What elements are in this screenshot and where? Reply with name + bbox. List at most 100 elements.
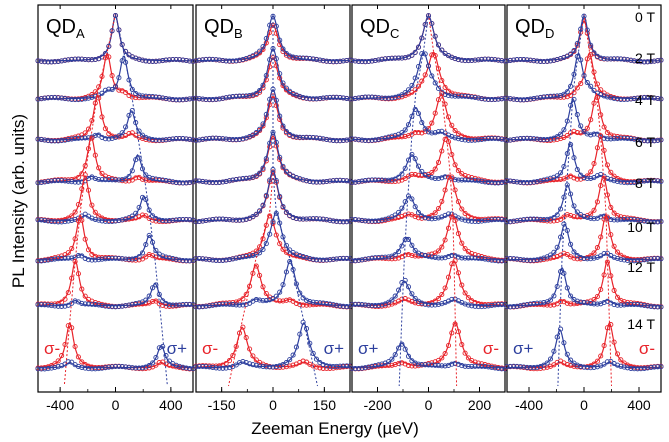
sigma-plus-point	[645, 256, 651, 262]
sigma-minus-point	[614, 294, 621, 300]
sigma-plus-point	[574, 298, 580, 304]
sigma-plus-point	[469, 57, 475, 64]
sigma-plus-point	[173, 302, 179, 308]
sigma-plus-point	[507, 178, 513, 184]
sigma-plus-point	[504, 137, 510, 144]
sigma-plus-point	[233, 255, 239, 261]
sigma-minus-point	[143, 254, 149, 260]
sigma-minus-point	[598, 183, 604, 189]
sigma-plus-point	[618, 135, 624, 141]
sigma-minus-point	[594, 293, 600, 300]
sigma-plus-point	[655, 95, 661, 102]
sigma-plus-point	[608, 136, 614, 142]
sigma-plus-point	[534, 178, 540, 185]
sigma-plus-point	[349, 57, 355, 64]
sigma-plus-point	[621, 364, 627, 370]
sigma-minus-point	[598, 234, 604, 240]
sigma-plus-point	[359, 365, 365, 371]
sigma-plus-point	[42, 179, 48, 185]
sigma-plus-point	[578, 254, 584, 261]
sigma-plus-point	[69, 359, 75, 365]
sigma-plus-point	[648, 303, 654, 309]
sigma-plus-point	[65, 255, 71, 261]
sigma-minus-point	[382, 303, 388, 309]
sigma-plus-point	[160, 343, 166, 350]
sigma-minus-fit-4T	[352, 94, 505, 141]
sigma-plus-point	[156, 58, 162, 64]
sigma-minus-point	[146, 365, 152, 371]
sigma-minus-point	[564, 251, 570, 258]
sigma-plus-point	[55, 364, 61, 370]
sigma-plus-point	[628, 180, 634, 186]
sigma-plus-point	[558, 131, 564, 137]
sigma-plus-point	[584, 256, 590, 262]
sigma-plus-point	[126, 112, 132, 118]
sigma-plus-point	[641, 365, 647, 371]
sigma-minus-point	[79, 359, 85, 365]
sigma-plus-point	[648, 95, 654, 101]
sigma-plus-point	[109, 218, 115, 224]
sigma-plus-point	[405, 87, 412, 93]
sigma-plus-point	[92, 366, 98, 372]
sigma-plus-point	[65, 137, 71, 143]
sigma-minus-point	[106, 54, 112, 60]
sigma-plus-point	[588, 365, 594, 371]
sigma-minus-point	[455, 231, 461, 237]
sigma-plus-point	[511, 136, 517, 143]
sigma-plus-point	[223, 257, 229, 263]
sigma-minus-point	[608, 273, 614, 279]
sigma-plus-point	[317, 300, 323, 306]
sigma-plus-point	[527, 179, 533, 186]
sigma-plus-point	[160, 137, 166, 143]
sigma-plus-point	[136, 155, 142, 161]
sigma-plus-point	[190, 179, 196, 185]
sigma-plus-point	[92, 132, 98, 138]
sigma-minus-point	[598, 286, 604, 293]
sigma-plus-point	[150, 360, 156, 366]
sigma-plus-point	[42, 366, 48, 372]
sigma-minus-point	[277, 241, 283, 247]
sigma-plus-point	[166, 136, 172, 142]
sigma-minus-point	[551, 137, 557, 143]
sigma-plus-point	[196, 218, 202, 225]
x-tick-label: 0	[269, 397, 277, 413]
sigma-minus-point	[608, 232, 614, 238]
sigma-plus-point	[601, 93, 607, 99]
sigma-plus-point	[210, 56, 216, 62]
sigma-plus-point	[568, 142, 574, 148]
sigma-plus-point	[340, 363, 346, 369]
sigma-minus-point	[611, 243, 617, 249]
sigma-plus-point	[106, 255, 112, 261]
sigma-minus-point	[544, 302, 550, 308]
sigma-plus-point	[489, 302, 495, 309]
sigma-plus-point	[376, 95, 382, 101]
sigma-plus-point	[216, 257, 222, 264]
sigma-plus-point	[504, 304, 510, 310]
sigma-plus-point	[136, 128, 142, 134]
sigma-plus-point	[507, 96, 513, 102]
sigma-plus-point	[386, 359, 392, 365]
sigma-minus-point	[604, 162, 610, 168]
sigma-minus-point	[85, 187, 92, 193]
sigma-plus-point	[485, 257, 491, 263]
sigma-minus-point	[449, 330, 455, 336]
sigma-plus-point	[187, 365, 193, 372]
sigma-plus-point	[655, 58, 661, 64]
sigma-plus-point	[568, 293, 574, 299]
sigma-plus-point	[223, 95, 229, 101]
sigma-plus-point	[226, 94, 233, 100]
sigma-plus-point	[180, 302, 186, 308]
sigma-plus-point	[628, 365, 634, 371]
sigma-plus-point	[571, 155, 577, 161]
sigma-plus-point	[511, 57, 517, 63]
sigma-plus-point	[655, 256, 661, 262]
sigma-plus-point	[96, 132, 102, 138]
sigma-plus-point	[160, 95, 166, 101]
sigma-plus-point	[386, 95, 392, 101]
sigma-plus-point	[150, 94, 156, 100]
sigma-plus-point	[250, 252, 256, 258]
sigma-plus-point	[469, 255, 475, 261]
sigma-plus-point	[193, 255, 199, 262]
sigma-plus-point	[196, 178, 202, 184]
sigma-plus-point	[547, 356, 554, 362]
